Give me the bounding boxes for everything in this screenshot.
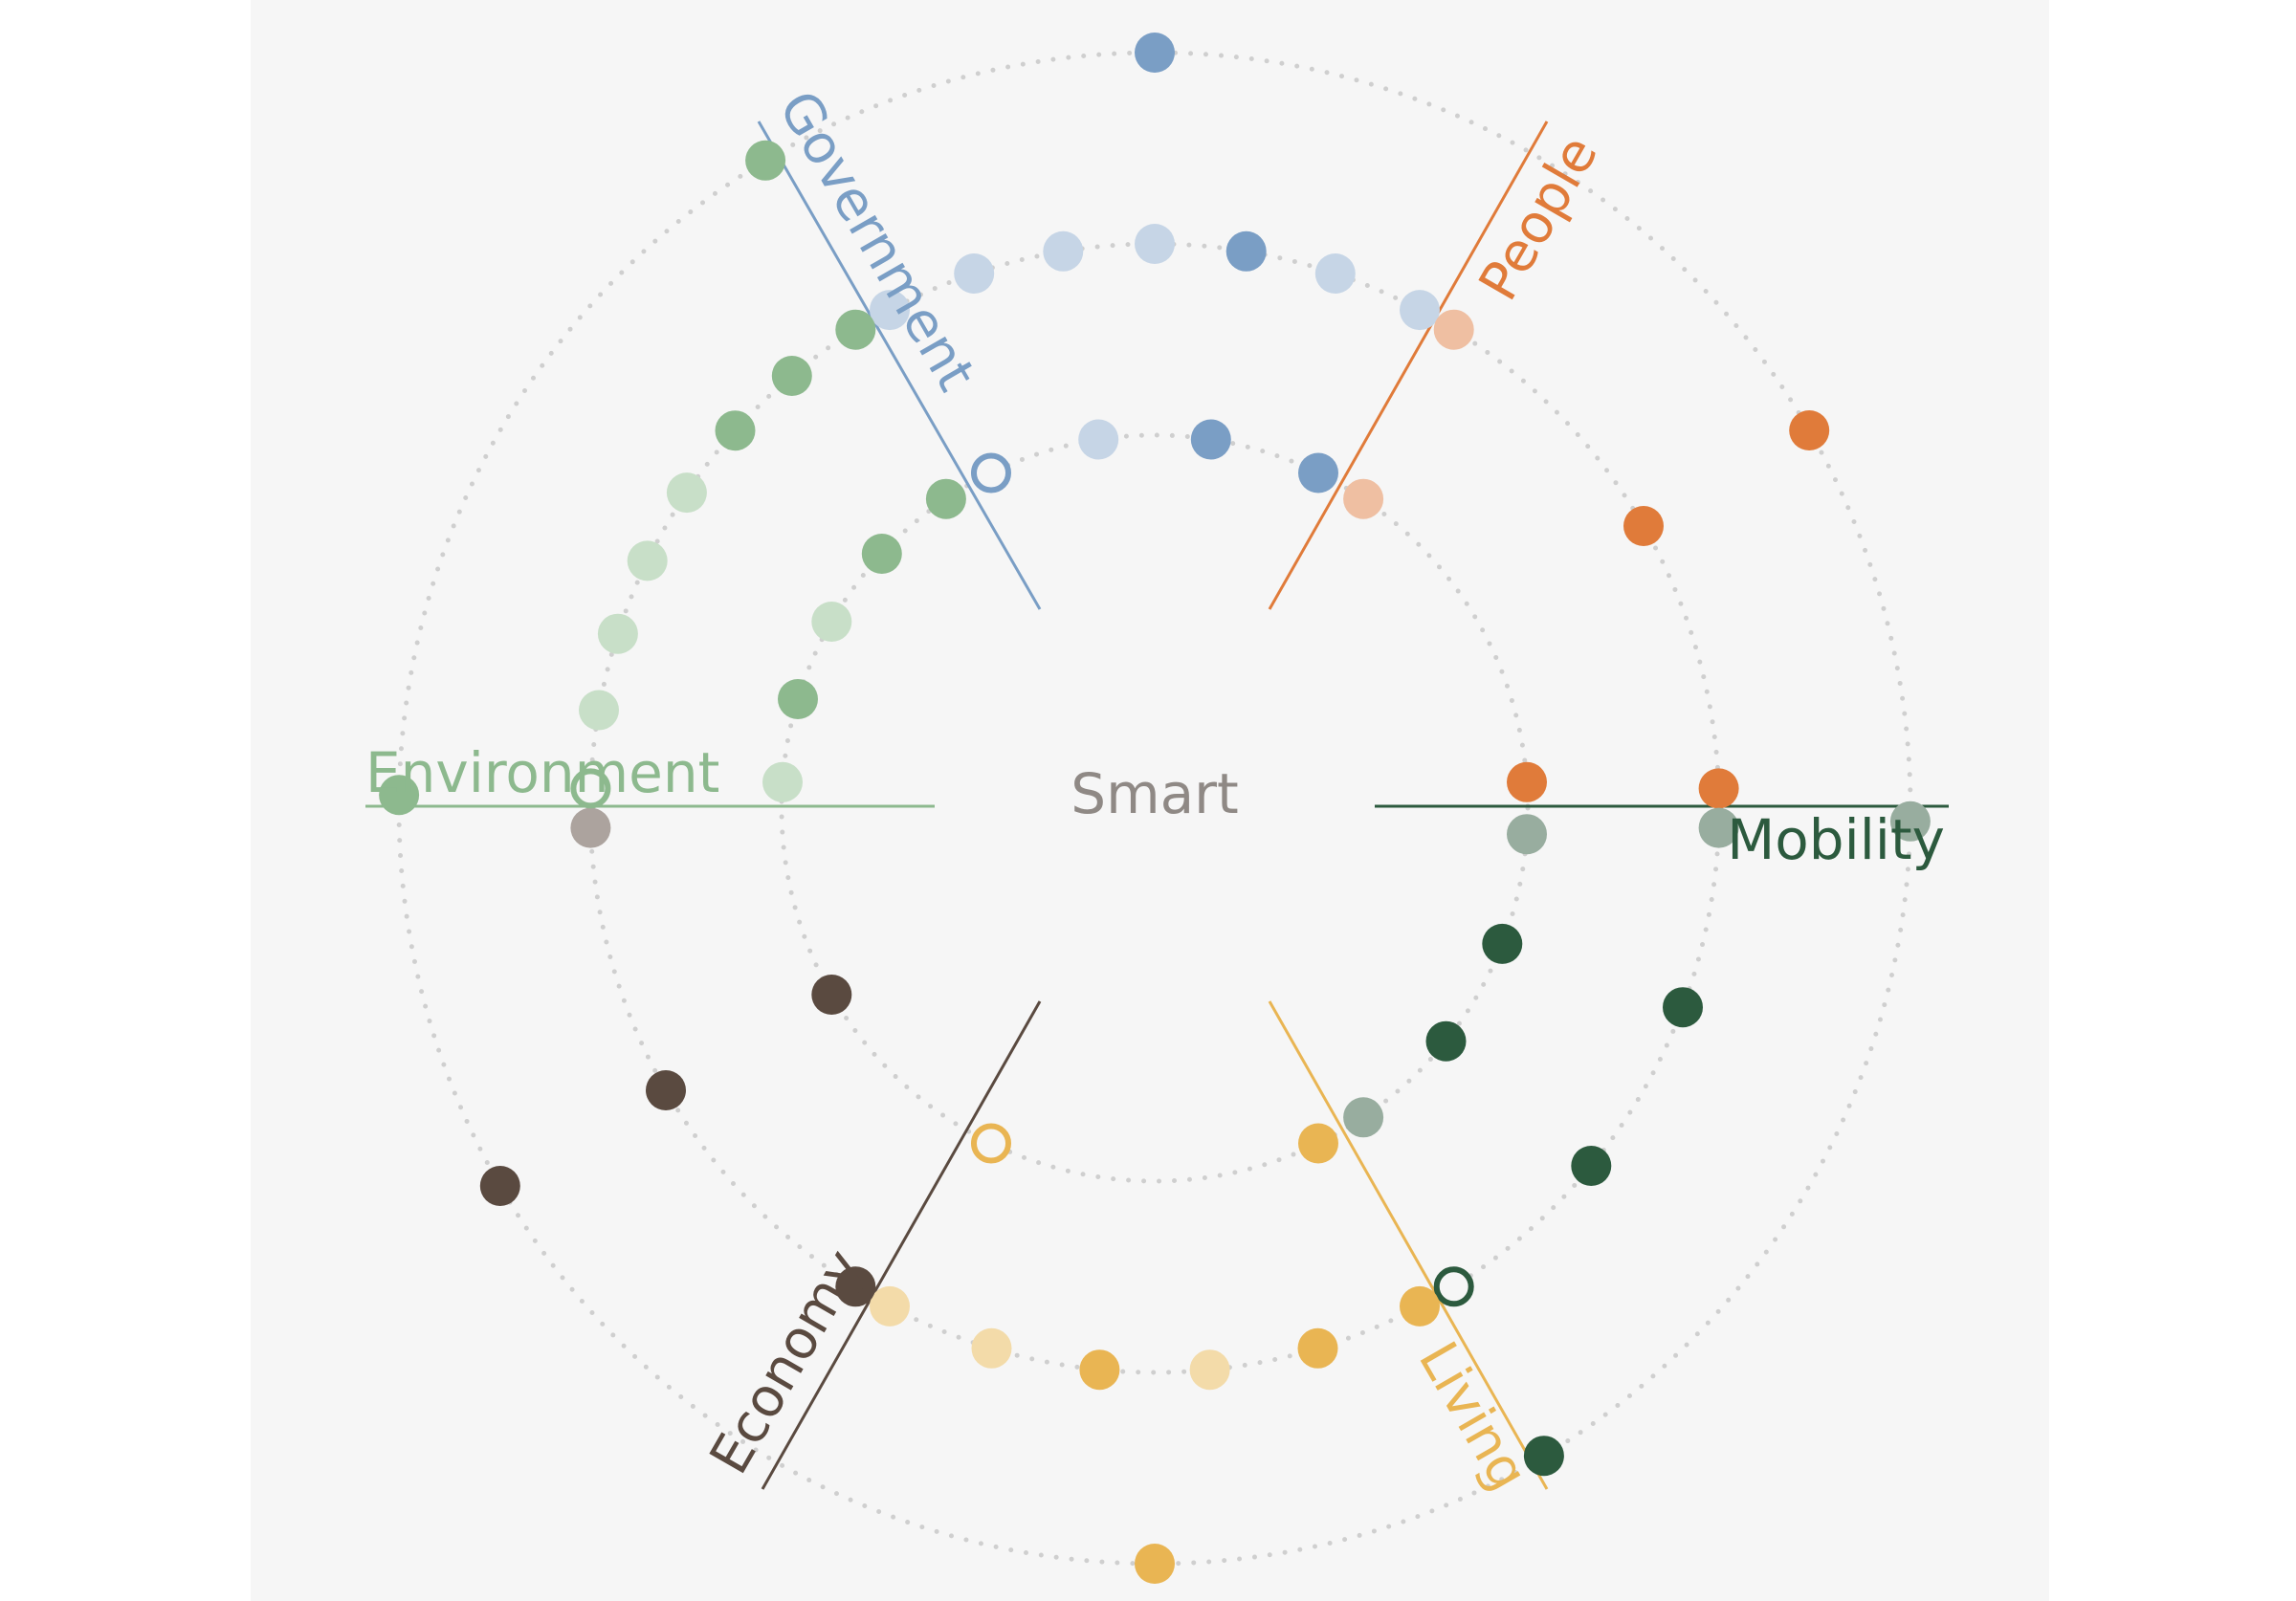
government-dot <box>870 290 910 331</box>
living-dot <box>1400 1285 1440 1327</box>
environment-dot <box>597 613 638 654</box>
people-dot <box>1789 410 1830 450</box>
mobility-dot <box>1523 1436 1564 1477</box>
sector-dividers <box>365 121 1949 1490</box>
government-label: Government <box>766 81 987 402</box>
environment-dot <box>666 472 707 514</box>
people-dot <box>1698 768 1739 809</box>
mobility-dot <box>1698 807 1739 848</box>
people-dot <box>1433 309 1474 350</box>
mobility-dot <box>1343 1097 1384 1138</box>
economy-divider-line <box>761 1000 1042 1490</box>
people-label: People <box>1468 125 1610 311</box>
government-dot <box>954 253 995 294</box>
ring-1 <box>779 432 1531 1184</box>
mobility-dot <box>1507 814 1547 855</box>
environment-dot <box>745 140 786 181</box>
environment-dot <box>835 309 876 350</box>
environment-dot <box>771 356 812 396</box>
living-dot <box>971 1327 1012 1369</box>
environment-dot <box>762 761 803 802</box>
diagram-background <box>251 0 2049 1601</box>
people-dot <box>1343 478 1384 519</box>
mobility-dot <box>1663 987 1703 1028</box>
environment-dot <box>570 768 611 809</box>
living-dot <box>971 1123 1011 1164</box>
government-dot <box>1190 419 1231 460</box>
environment-dot <box>379 775 420 816</box>
mobility-dot <box>1571 1146 1612 1186</box>
people-dot <box>1507 761 1547 802</box>
mobility-dot <box>1889 800 1931 842</box>
environment-dot <box>778 679 818 719</box>
living-dot <box>1079 1349 1120 1391</box>
living-dot <box>1297 1327 1338 1369</box>
environment-dot <box>861 534 902 574</box>
government-dot <box>1135 33 1175 73</box>
people-dot <box>1623 506 1664 546</box>
environment-label: Environment <box>365 740 719 805</box>
indicator-dots <box>379 33 1931 1584</box>
mobility-label: Mobility <box>1727 807 1945 872</box>
economy-dot <box>646 1070 686 1110</box>
government-dot <box>1400 290 1440 331</box>
economy-dot <box>811 975 852 1015</box>
economy-dot <box>570 807 611 848</box>
mobility-dot <box>1433 1266 1474 1307</box>
environment-dot <box>811 602 852 642</box>
environment-dot <box>715 410 756 451</box>
mobility-dot <box>1482 923 1523 964</box>
living-divider-line <box>1268 1000 1549 1490</box>
environment-dot <box>627 540 668 581</box>
economy-dot <box>835 1266 876 1307</box>
government-dot <box>1314 253 1356 294</box>
government-dot <box>1298 452 1338 493</box>
living-dot <box>1189 1349 1230 1391</box>
government-dot <box>1135 224 1175 264</box>
mobility-dot <box>1425 1020 1467 1062</box>
living-dot <box>1135 1544 1175 1584</box>
center-label: Smart <box>1071 761 1238 826</box>
government-dot <box>971 452 1011 493</box>
living-dot <box>870 1285 910 1327</box>
environment-dot <box>925 478 966 519</box>
environment-dot <box>579 690 619 731</box>
government-divider-line <box>757 121 1042 610</box>
economy-dot <box>479 1166 520 1206</box>
government-dot <box>1043 230 1084 272</box>
government-dot <box>1225 230 1267 272</box>
people-divider-line <box>1268 121 1549 610</box>
living-label: Living <box>1406 1332 1540 1502</box>
government-dot <box>1078 419 1119 460</box>
living-dot <box>1298 1123 1338 1164</box>
